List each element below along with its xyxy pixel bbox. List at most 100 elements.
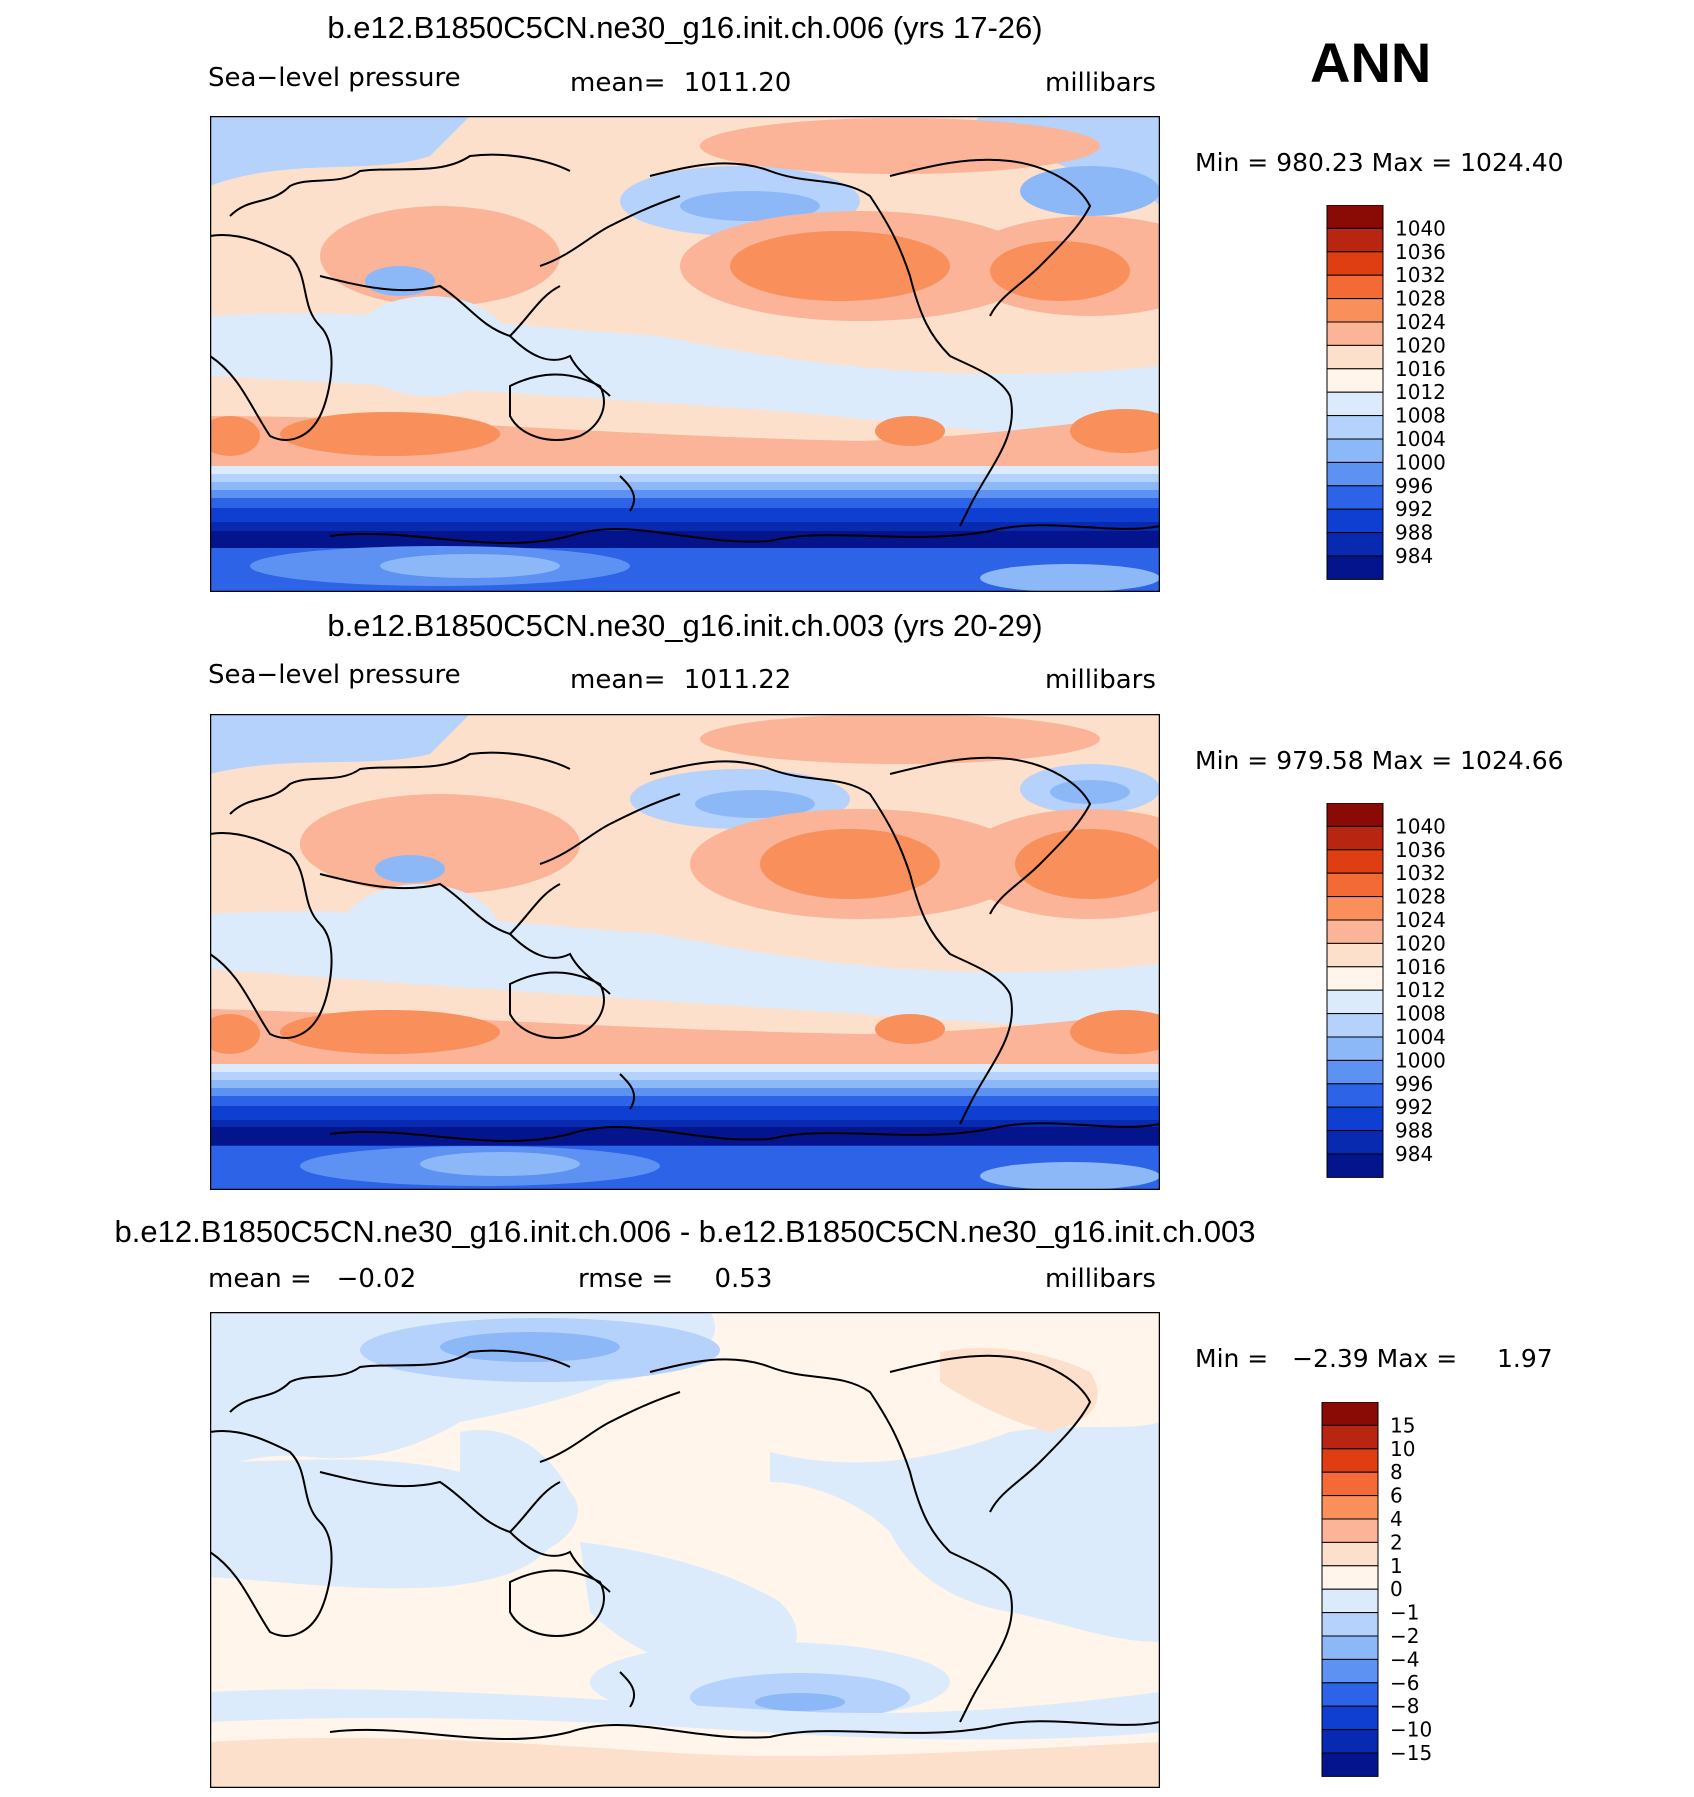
colorbar-tick-label: 1040 bbox=[1395, 814, 1446, 838]
colorbar-tick-label: 1008 bbox=[1395, 1002, 1446, 1026]
colorbar-swatch bbox=[1321, 1518, 1379, 1543]
colorbar-swatch bbox=[1326, 1036, 1384, 1061]
colorbar-swatch bbox=[1326, 532, 1384, 557]
colorbar-swatch bbox=[1326, 321, 1384, 346]
colorbar-swatch bbox=[1321, 1588, 1379, 1614]
colorbar-tick-label: −2 bbox=[1390, 1624, 1419, 1648]
season-label: ANN bbox=[1310, 31, 1432, 94]
colorbar-swatch bbox=[1326, 1083, 1384, 1108]
colorbar-swatch bbox=[1321, 1705, 1379, 1731]
panel1-colorbar: 1040103610321028102410201016101210081004… bbox=[1326, 205, 1446, 580]
colorbar-swatch bbox=[1326, 849, 1384, 874]
colorbar-swatch bbox=[1321, 1402, 1379, 1426]
colorbar-tick-label: 1028 bbox=[1395, 885, 1446, 909]
panel2-slp-map bbox=[210, 714, 1160, 1190]
colorbar-tick-label: 1008 bbox=[1395, 404, 1446, 428]
colorbar-swatch bbox=[1326, 205, 1384, 229]
colorbar-tick-label: 1004 bbox=[1395, 1025, 1446, 1049]
panel3-min-max: Min = −2.39 Max = 1.97 bbox=[1195, 1344, 1553, 1373]
colorbar-tick-label: 992 bbox=[1395, 1095, 1433, 1119]
colorbar-tick-label: 6 bbox=[1390, 1484, 1403, 1508]
colorbar-tick-label: 996 bbox=[1395, 474, 1433, 498]
colorbar-swatch bbox=[1321, 1471, 1379, 1497]
panel1-units: millibars bbox=[1045, 68, 1156, 98]
colorbar-tick-label: 1028 bbox=[1395, 287, 1446, 311]
panel1-min-max: Min = 980.23 Max = 1024.40 bbox=[1195, 148, 1564, 177]
colorbar-swatch bbox=[1326, 227, 1384, 253]
colorbar-tick-label: −6 bbox=[1390, 1671, 1419, 1695]
colorbar-tick-label: 996 bbox=[1395, 1072, 1433, 1096]
colorbar-tick-label: 1020 bbox=[1395, 931, 1446, 955]
colorbar-swatch bbox=[1326, 1013, 1384, 1038]
colorbar-swatch bbox=[1326, 274, 1384, 300]
colorbar-tick-label: 1036 bbox=[1395, 240, 1446, 264]
colorbar-swatch bbox=[1326, 251, 1384, 276]
colorbar-tick-label: 1024 bbox=[1395, 310, 1446, 334]
colorbar-swatch bbox=[1321, 1541, 1379, 1567]
colorbar-swatch bbox=[1326, 919, 1384, 944]
panel2-mean-value: 1011.22 bbox=[683, 665, 792, 695]
colorbar-tick-label: 1032 bbox=[1395, 263, 1446, 287]
colorbar-swatch bbox=[1326, 368, 1384, 393]
panel3-rmse: rmse = 0.53 bbox=[578, 1264, 773, 1294]
colorbar-swatch bbox=[1326, 344, 1384, 370]
colorbar-swatch bbox=[1326, 485, 1384, 510]
colorbar-swatch bbox=[1326, 1130, 1384, 1155]
colorbar-tick-label: 992 bbox=[1395, 497, 1433, 521]
panel2-min-max: Min = 979.58 Max = 1024.66 bbox=[1195, 746, 1564, 775]
colorbar-tick-label: 1036 bbox=[1395, 838, 1446, 862]
colorbar-swatch bbox=[1326, 1059, 1384, 1085]
panel3-mean: mean = −0.02 bbox=[208, 1264, 417, 1294]
colorbar-swatch bbox=[1321, 1682, 1379, 1707]
colorbar-tick-label: 8 bbox=[1390, 1460, 1403, 1484]
colorbar-swatch bbox=[1326, 391, 1384, 417]
panel2-title: b.e12.B1850C5CN.ne30_g16.init.ch.003 (yr… bbox=[327, 608, 1043, 643]
colorbar-tick-label: 1016 bbox=[1395, 357, 1446, 381]
colorbar-swatch bbox=[1326, 298, 1384, 323]
colorbar-swatch bbox=[1326, 825, 1384, 851]
colorbar-swatch bbox=[1326, 966, 1384, 991]
panel2-mean: mean= 1011.22 bbox=[570, 665, 791, 695]
colorbar-swatch bbox=[1321, 1424, 1379, 1450]
colorbar-tick-label: 1004 bbox=[1395, 427, 1446, 451]
colorbar-tick-label: 1000 bbox=[1395, 450, 1446, 474]
panel3-difference-map bbox=[210, 1312, 1160, 1788]
colorbar-swatch bbox=[1321, 1729, 1379, 1754]
colorbar-swatch bbox=[1321, 1495, 1379, 1520]
colorbar-swatch bbox=[1326, 508, 1384, 534]
panel2-field-label: Sea−level pressure bbox=[208, 660, 461, 690]
colorbar-swatch bbox=[1321, 1565, 1379, 1590]
colorbar-tick-label: 0 bbox=[1390, 1577, 1403, 1601]
colorbar-tick-label: 4 bbox=[1390, 1507, 1403, 1531]
colorbar-swatch bbox=[1321, 1448, 1379, 1473]
colorbar-tick-label: −4 bbox=[1390, 1647, 1419, 1671]
colorbar-tick-label: 2 bbox=[1390, 1530, 1403, 1554]
colorbar-tick-label: −8 bbox=[1390, 1694, 1419, 1718]
colorbar-tick-label: 15 bbox=[1390, 1413, 1415, 1437]
colorbar-swatch bbox=[1326, 942, 1384, 968]
colorbar-tick-label: 1 bbox=[1390, 1554, 1403, 1578]
colorbar-tick-label: 1012 bbox=[1395, 380, 1446, 404]
colorbar-swatch bbox=[1326, 461, 1384, 487]
colorbar-tick-label: −10 bbox=[1390, 1718, 1432, 1742]
panel1-mean: mean= 1011.20 bbox=[570, 68, 791, 98]
panel1-mean-value: 1011.20 bbox=[683, 68, 792, 98]
panel1-field-label: Sea−level pressure bbox=[208, 63, 461, 93]
colorbar-tick-label: 1024 bbox=[1395, 908, 1446, 932]
colorbar-tick-label: 1016 bbox=[1395, 955, 1446, 979]
colorbar-tick-label: 10 bbox=[1390, 1437, 1415, 1461]
panel2-mean-label: mean= bbox=[570, 665, 666, 695]
colorbar-tick-label: 1032 bbox=[1395, 861, 1446, 885]
colorbar-tick-label: −1 bbox=[1390, 1601, 1419, 1625]
colorbar-tick-label: 1040 bbox=[1395, 216, 1446, 240]
colorbar-swatch bbox=[1321, 1635, 1379, 1660]
panel1-slp-map bbox=[210, 116, 1160, 592]
colorbar-tick-label: 1012 bbox=[1395, 978, 1446, 1002]
panel2-units: millibars bbox=[1045, 665, 1156, 695]
colorbar-tick-label: 984 bbox=[1395, 544, 1433, 568]
colorbar-tick-label: 1020 bbox=[1395, 333, 1446, 357]
colorbar-swatch bbox=[1326, 1153, 1384, 1178]
colorbar-swatch bbox=[1326, 803, 1384, 827]
colorbar-swatch bbox=[1326, 872, 1384, 898]
